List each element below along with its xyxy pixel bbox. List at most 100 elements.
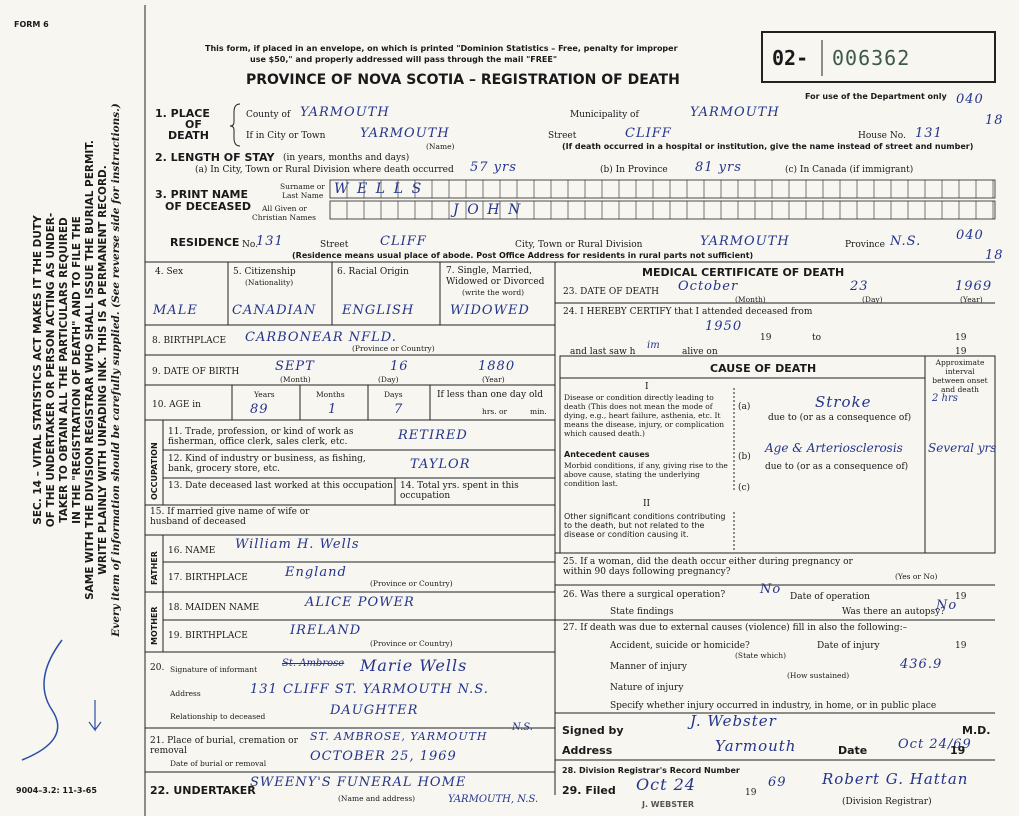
form-label: For use of the Department only [805, 92, 947, 101]
form-note: min. [530, 407, 547, 416]
filled-value: 1950 [705, 319, 743, 334]
form-label: No. [242, 240, 258, 250]
form-note: (Day) [378, 375, 399, 384]
filled-value: 18 [985, 248, 1004, 263]
form-label: 16. NAME [168, 546, 216, 556]
section-label: M.D. [962, 724, 991, 737]
form-label: 19 [760, 333, 772, 343]
section-label: Date [838, 744, 868, 757]
section-label: DEATH [168, 129, 210, 142]
form-note: (Name and address) [338, 794, 416, 803]
form-label: (c) In Canada (if immigrant) [785, 165, 914, 175]
form-label: (b) In Province [600, 165, 668, 175]
filled-value: YARMOUTH [700, 234, 790, 249]
form-note: (Nationality) [245, 278, 294, 287]
registration-prefix: 02- [772, 46, 809, 70]
instruction-line: Every item of information should be care… [110, 103, 122, 637]
section-label: MEDICAL CERTIFICATE OF DEATH [642, 266, 845, 279]
form-note: Address [170, 689, 201, 698]
filled-value: October [678, 279, 739, 294]
form-note: (Name) [426, 142, 455, 151]
form-label: 6. Racial Origin [337, 267, 409, 277]
section-label: RESIDENCE [170, 236, 240, 249]
section-label: Address [562, 744, 613, 757]
filled-value: 1969 [955, 279, 993, 294]
filled-value: WELLS [334, 181, 430, 197]
section-label: 22. UNDERTAKER [150, 784, 256, 797]
filled-value: 1 [328, 402, 338, 417]
form-label: Specify whether injury occurred in indus… [610, 701, 937, 711]
form-label: 18. MAIDEN NAME [168, 603, 260, 613]
section-label: 1. PLACE [155, 107, 210, 120]
form-note: (Province or Country) [370, 579, 453, 588]
form-note: Signature of informant [170, 665, 258, 674]
form-note: Days [384, 390, 403, 399]
section-label: 29. Filed [562, 784, 616, 797]
form-label: 27. If death was due to external causes … [563, 623, 908, 633]
instruction-line: IN THE "REGISTRATION OF DEATH" AND TO FI… [71, 216, 83, 524]
filled-value: CANADIAN [232, 303, 317, 318]
filled-value: Several yrs [928, 441, 997, 455]
form-label: Was there an autopsy? [842, 607, 946, 617]
filled-value: No [936, 598, 958, 613]
instruction-line: OF THE UNDERTAKER OR PERSON ACTING AS UN… [45, 212, 57, 528]
filled-value: 89 [250, 402, 269, 417]
filled-value: WIDOWED [450, 303, 530, 318]
form-label: 8. BIRTHPLACE [152, 336, 227, 346]
form-label: (If death occurred in a hospital or inst… [562, 142, 974, 151]
form-label: Nature of injury [610, 683, 684, 693]
form-label: 14. Total yrs. spent in this occupation [400, 481, 519, 501]
form-label: use $50," and properly addressed will pa… [250, 55, 557, 64]
form-label: Province [845, 240, 885, 250]
form-label: J. WEBSTER [642, 800, 695, 809]
filled-value: 16 [390, 359, 409, 374]
instruction-line: SEC. 14 – VITAL STATISTICS ACT MAKES IT … [32, 215, 44, 525]
form-title: PROVINCE OF NOVA SCOTIA – REGISTRATION O… [246, 72, 680, 88]
form-note: Approximate interval between onset and d… [932, 358, 988, 394]
filled-value: YARMOUTH [300, 105, 390, 120]
form-label: 23. DATE OF DEATH [563, 287, 659, 297]
filled-value: 7 [394, 402, 404, 417]
form-note: (Yes or No) [895, 572, 938, 581]
form-label: 12. Kind of industry or business, as fis… [168, 454, 366, 474]
filled-value: CLIFF [625, 126, 672, 141]
form-label: Other significant conditions contributin… [564, 512, 726, 539]
form-label: (b) [738, 452, 751, 462]
form-note: Relationship to deceased [170, 712, 266, 721]
filled-value: 1880 [478, 359, 516, 374]
filled-value: J. Webster [690, 712, 777, 730]
form-label: Date of injury [817, 641, 880, 651]
form-label: (Residence means usual place of abode. P… [292, 251, 754, 260]
form-label: alive on [682, 347, 718, 357]
form-note: hrs. or [482, 407, 508, 416]
filled-value: 040 [956, 228, 984, 243]
form-label: 17. BIRTHPLACE [168, 573, 248, 583]
form-note: Date of burial or removal [170, 759, 267, 768]
form-label: Antecedent causes [564, 450, 650, 459]
form-note: Christian Names [252, 213, 316, 222]
filled-value: 23 [850, 279, 869, 294]
form-label: (in years, months and days) [283, 153, 410, 163]
section-label: OF DECEASED [165, 200, 252, 213]
section-label: CAUSE OF DEATH [710, 362, 817, 375]
form-label: 19 [955, 333, 967, 343]
form-note: Months [316, 390, 345, 399]
form-label: I [645, 382, 649, 392]
filled-value: 57 yrs [470, 160, 517, 175]
filled-value: SEPT [275, 359, 315, 374]
filled-value: 131 [915, 126, 943, 141]
form-label: 26. Was there a surgical operation? [563, 590, 726, 600]
form-note: Surname or [280, 182, 325, 191]
form-label: This form, if placed in an envelope, on … [205, 44, 678, 53]
filled-value: Robert G. Hattan [822, 770, 969, 788]
filled-value: 2 hrs [932, 393, 958, 404]
filled-value: Yarmouth [715, 737, 797, 755]
form-label: due to (or as a consequence of) [768, 413, 912, 423]
section-label: FATHER [150, 551, 159, 585]
form-label: Manner of injury [610, 662, 687, 672]
section-label: 3. PRINT NAME [155, 188, 249, 201]
filled-value: DAUGHTER [330, 703, 419, 718]
filled-value: Age & Arteriosclerosis [765, 441, 903, 455]
